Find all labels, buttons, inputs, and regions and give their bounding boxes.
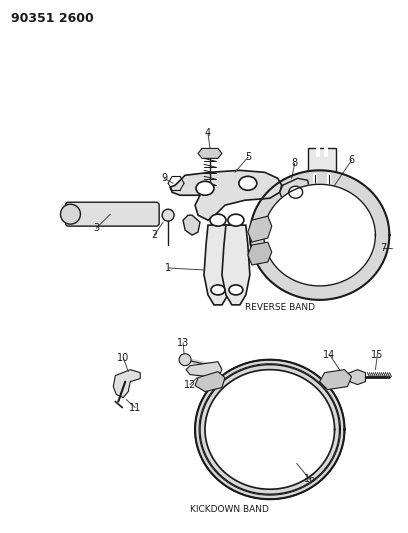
Ellipse shape	[289, 186, 303, 198]
Polygon shape	[186, 362, 222, 377]
Text: 6: 6	[348, 155, 355, 165]
Ellipse shape	[239, 176, 257, 190]
Text: 4: 4	[205, 128, 211, 139]
Text: 16: 16	[304, 474, 316, 484]
Circle shape	[162, 209, 174, 221]
Ellipse shape	[196, 181, 214, 195]
Polygon shape	[204, 225, 232, 305]
Polygon shape	[248, 216, 272, 242]
Polygon shape	[250, 171, 389, 300]
Text: 9: 9	[161, 173, 167, 183]
Polygon shape	[248, 242, 272, 265]
FancyBboxPatch shape	[65, 202, 159, 226]
Text: 3: 3	[93, 223, 100, 233]
Polygon shape	[264, 184, 375, 286]
Text: 11: 11	[129, 402, 141, 413]
Polygon shape	[319, 370, 352, 390]
Text: 1: 1	[165, 263, 171, 273]
Polygon shape	[170, 171, 282, 220]
Polygon shape	[348, 370, 366, 385]
Ellipse shape	[228, 214, 244, 226]
Ellipse shape	[229, 285, 243, 295]
Polygon shape	[195, 372, 225, 392]
Text: REVERSE BAND: REVERSE BAND	[245, 303, 315, 312]
Text: 5: 5	[245, 152, 251, 163]
Circle shape	[179, 354, 191, 366]
Polygon shape	[113, 370, 140, 398]
Text: 10: 10	[117, 353, 129, 362]
Polygon shape	[195, 360, 344, 499]
Polygon shape	[280, 179, 310, 205]
Text: 90351 2600: 90351 2600	[11, 12, 93, 26]
Polygon shape	[183, 215, 200, 235]
Text: 14: 14	[324, 350, 336, 360]
Polygon shape	[198, 148, 222, 158]
Text: 8: 8	[292, 158, 298, 168]
Text: 2: 2	[151, 230, 157, 240]
Polygon shape	[205, 370, 335, 489]
Text: 15: 15	[371, 350, 384, 360]
Text: 7: 7	[380, 243, 386, 253]
Text: 13: 13	[177, 338, 189, 348]
Text: 12: 12	[184, 379, 196, 390]
FancyBboxPatch shape	[308, 148, 335, 228]
Circle shape	[60, 204, 80, 224]
Ellipse shape	[211, 285, 225, 295]
Text: KICKDOWN BAND: KICKDOWN BAND	[191, 505, 269, 514]
Polygon shape	[222, 225, 250, 305]
Ellipse shape	[210, 214, 226, 226]
